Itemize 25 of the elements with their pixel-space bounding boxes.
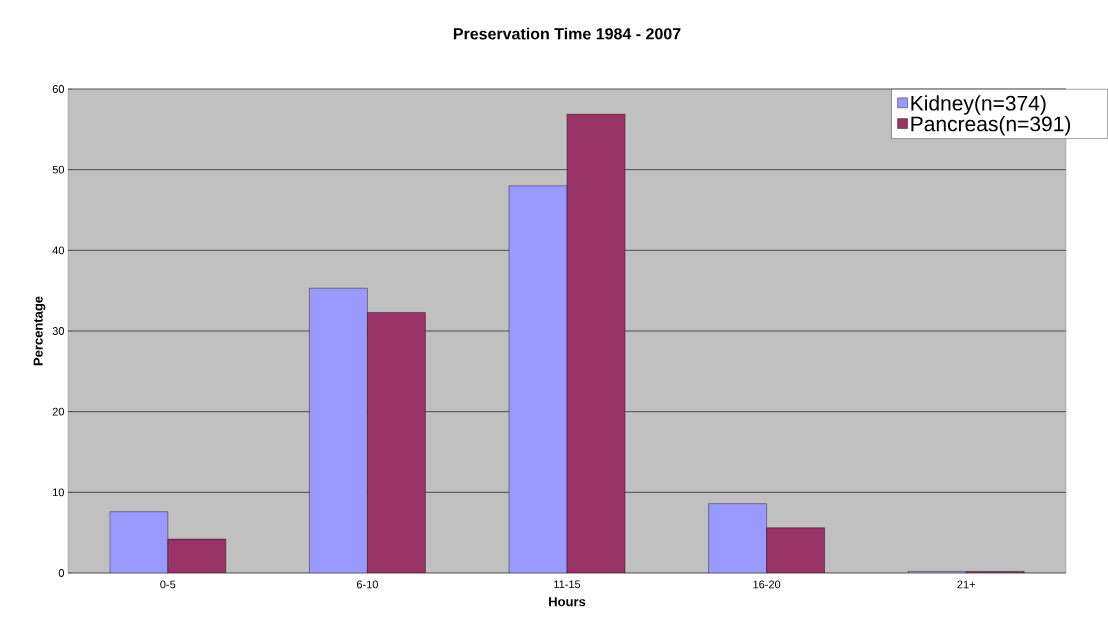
legend-label: Pancreas(n=391) <box>911 115 1071 136</box>
x-axis-title: Hours <box>549 597 586 607</box>
bar <box>309 288 368 573</box>
chart-title: Preservation Time 1984 - 2007 <box>453 27 681 40</box>
y-tick-label: 50 <box>52 165 65 174</box>
bar <box>566 113 626 573</box>
bar <box>766 527 825 573</box>
bar <box>367 312 426 573</box>
y-axis-title: Percentage <box>33 296 46 366</box>
x-tick-label: 6-10 <box>356 580 378 589</box>
bar <box>708 503 767 573</box>
y-tick-label: 40 <box>52 246 65 255</box>
legend-label: Kidney(n=374) <box>911 95 1046 115</box>
y-tick-label: 30 <box>52 327 65 335</box>
bar <box>167 538 226 573</box>
x-tick-label: 16-20 <box>753 580 781 589</box>
x-tick-label: 21+ <box>957 580 975 589</box>
y-tick-label: 20 <box>52 407 65 416</box>
y-tick-label: 60 <box>52 85 65 93</box>
y-tick-label: 10 <box>53 488 65 497</box>
y-tick-label: 0 <box>58 569 65 577</box>
x-tick-label: 11-15 <box>554 580 581 589</box>
bar <box>109 511 168 573</box>
x-tick-label: 0-5 <box>160 580 176 589</box>
bar <box>508 185 568 573</box>
